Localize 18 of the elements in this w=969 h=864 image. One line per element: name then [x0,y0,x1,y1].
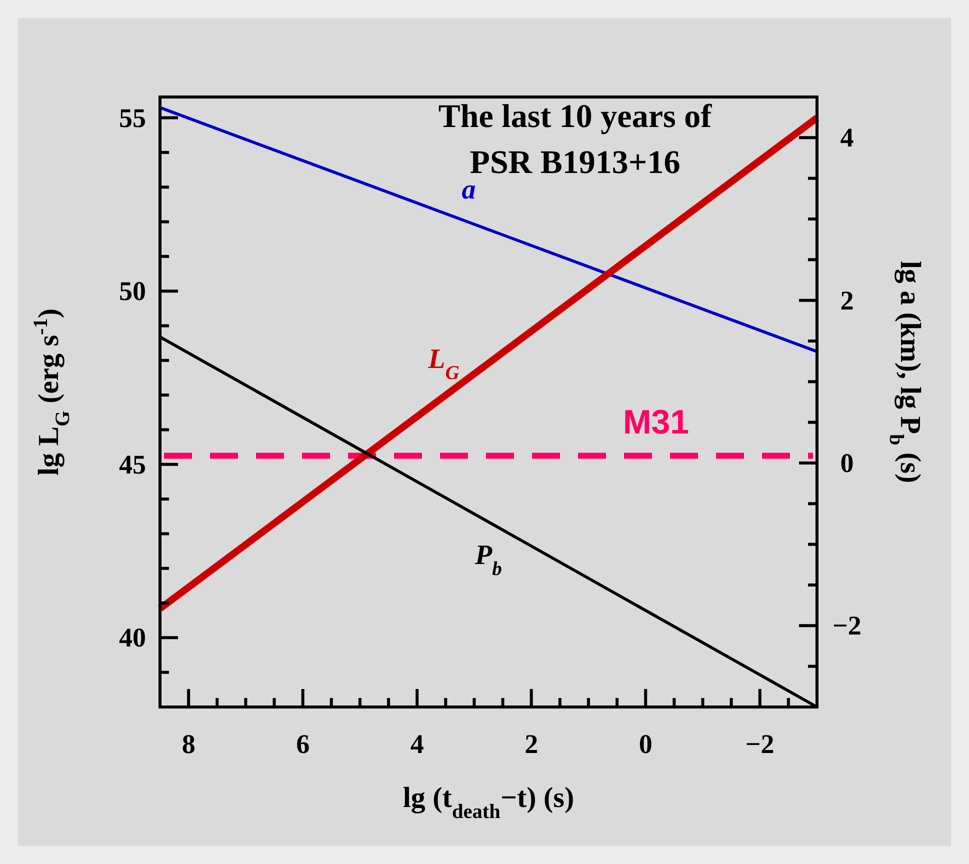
y-tick-label: 50 [119,276,146,306]
y2-tick-label: 2 [840,285,854,316]
x-tick-label: 6 [296,729,310,759]
y2-tick-label: 4 [840,122,854,153]
x-axis-title: lg (t$_{death}$−t) (s) [402,782,574,823]
y2-tick-label: −2 [832,610,862,641]
series-label: P$_{b}$ [474,540,502,580]
x-tick-label: 0 [638,729,652,759]
y2-tick-label: 0 [840,448,854,478]
y-tick-label: 45 [119,449,146,480]
ref-line-label: M31 [622,404,690,442]
x-tick-label: 8 [182,729,196,759]
series-label: L$_{G}$ [427,344,460,384]
y-tick-label: 55 [119,102,146,133]
y-tick-label: 40 [119,622,146,653]
x-tick-label: 4 [410,729,424,759]
x-tick-label: 2 [524,729,538,759]
x-tick-label: −2 [745,729,774,759]
